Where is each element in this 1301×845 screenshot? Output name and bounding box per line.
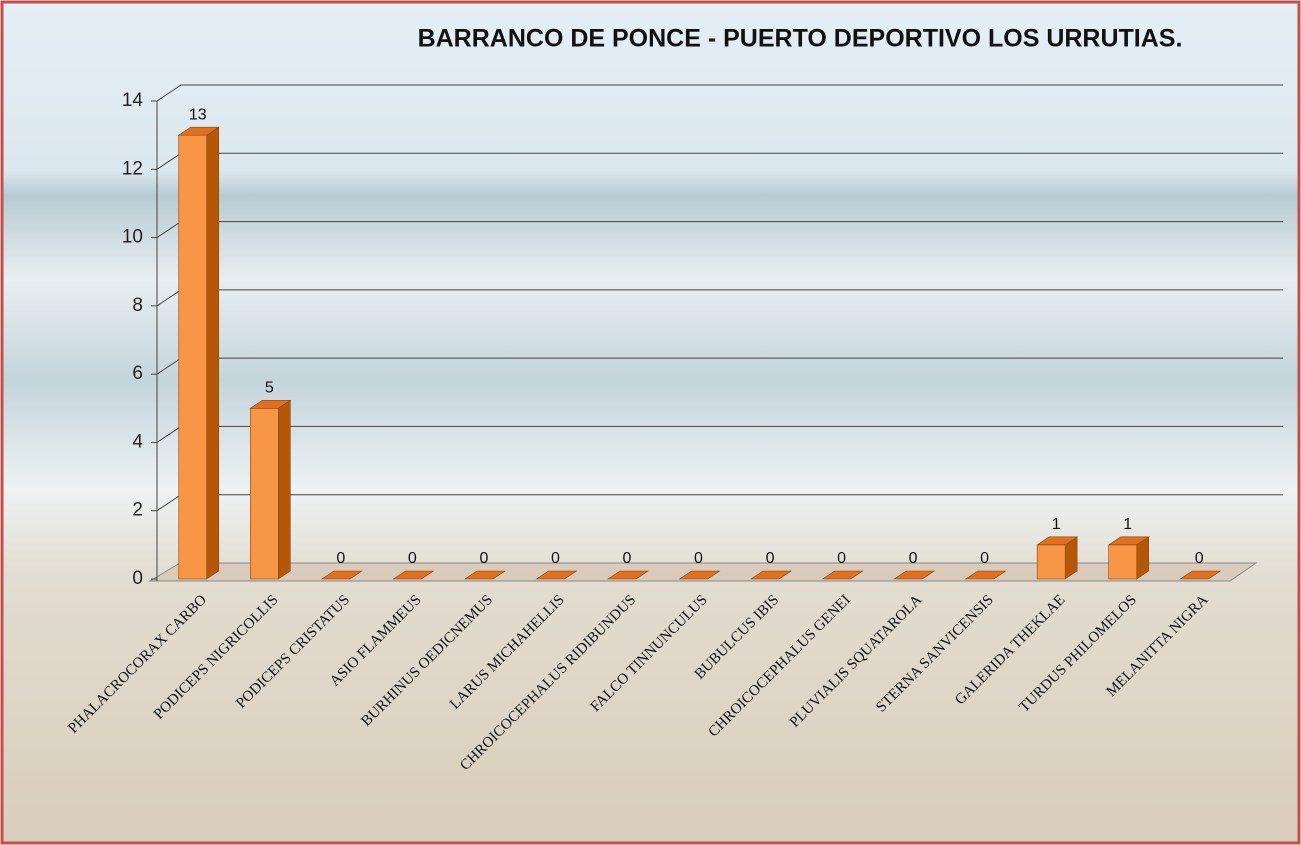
chart-title: BARRANCO DE PONCE - PUERTO DEPORTIVO LOS…: [418, 25, 1183, 53]
bar-top: [177, 126, 220, 136]
value-label: 0: [479, 550, 488, 567]
value-label: 0: [551, 550, 560, 567]
y-tick-label: 10: [122, 227, 143, 248]
value-label: 0: [336, 550, 345, 567]
bar: [1108, 544, 1137, 580]
bar-top: [606, 570, 649, 580]
value-label: 0: [766, 550, 775, 567]
bar-top: [249, 399, 292, 409]
value-label: 0: [623, 550, 632, 567]
y-tick-label: 12: [122, 158, 143, 179]
value-label: 0: [837, 550, 846, 567]
y-tick-label: 0: [132, 568, 143, 589]
value-label: 1: [1123, 516, 1132, 533]
grid-line: [156, 84, 1283, 102]
value-label: 13: [189, 106, 207, 123]
bar-top: [392, 570, 435, 580]
bar-top: [1107, 536, 1150, 546]
bar-top: [678, 570, 721, 580]
y-tick-label: 6: [132, 363, 143, 384]
bar-side: [206, 126, 220, 580]
value-label: 0: [980, 550, 989, 567]
y-tick-label: 4: [132, 431, 143, 452]
bar-top: [535, 570, 578, 580]
bar-top: [1179, 570, 1222, 580]
bar-top: [821, 570, 864, 580]
value-label: 0: [1195, 550, 1204, 567]
bar-top: [320, 570, 363, 580]
y-tick-label: 14: [122, 90, 144, 111]
bar-top: [893, 570, 936, 580]
value-label: 0: [694, 550, 703, 567]
bar: [250, 407, 279, 580]
value-label: 5: [265, 380, 274, 397]
bar-top: [964, 570, 1007, 580]
bar: [1036, 544, 1066, 580]
bar-top: [1036, 536, 1079, 546]
y-tick-label: 8: [132, 295, 143, 316]
y-tick-label: 2: [132, 500, 143, 521]
bar-top: [750, 570, 793, 580]
bar: [178, 134, 208, 580]
bar-top: [463, 570, 506, 580]
value-label: 1: [1052, 516, 1061, 533]
bar-side: [277, 399, 291, 580]
value-label: 0: [408, 550, 417, 567]
value-label: 0: [909, 550, 918, 567]
